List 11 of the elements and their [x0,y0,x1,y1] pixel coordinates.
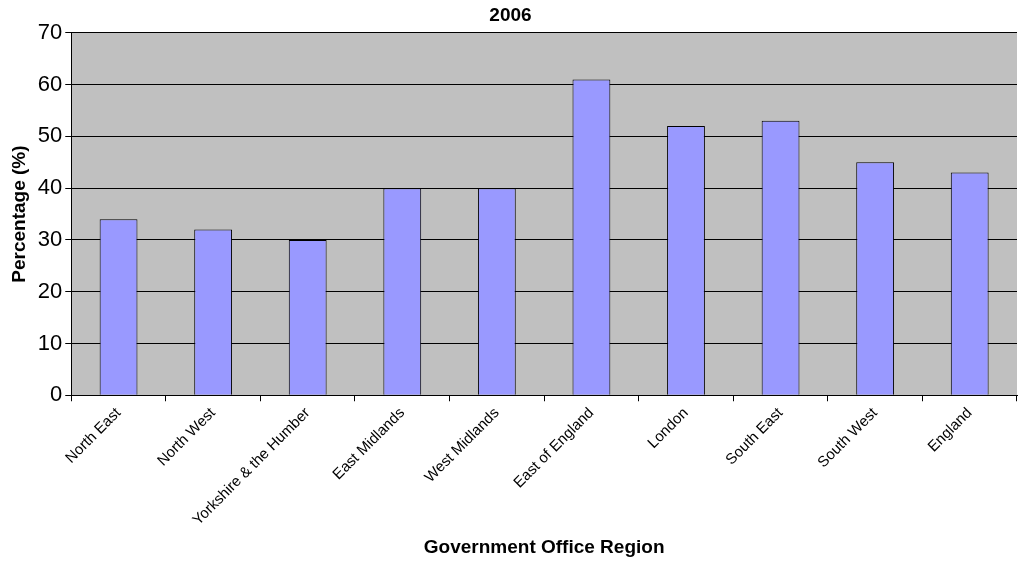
y-tick-label: 10 [37,329,63,355]
y-tick-label: 50 [37,122,63,148]
x-axis-title: Government Office Region [423,535,665,557]
y-tick-label: 70 [37,18,63,44]
y-tick-label: 60 [37,70,63,96]
y-tick-label: 30 [37,225,63,251]
y-tick-label: 20 [37,277,63,303]
y-tick-label: 40 [37,174,63,200]
y-axis-title: Percentage (%) [7,145,29,283]
y-tick-label: 0 [50,381,63,407]
chart-title: 2006 [489,3,532,25]
